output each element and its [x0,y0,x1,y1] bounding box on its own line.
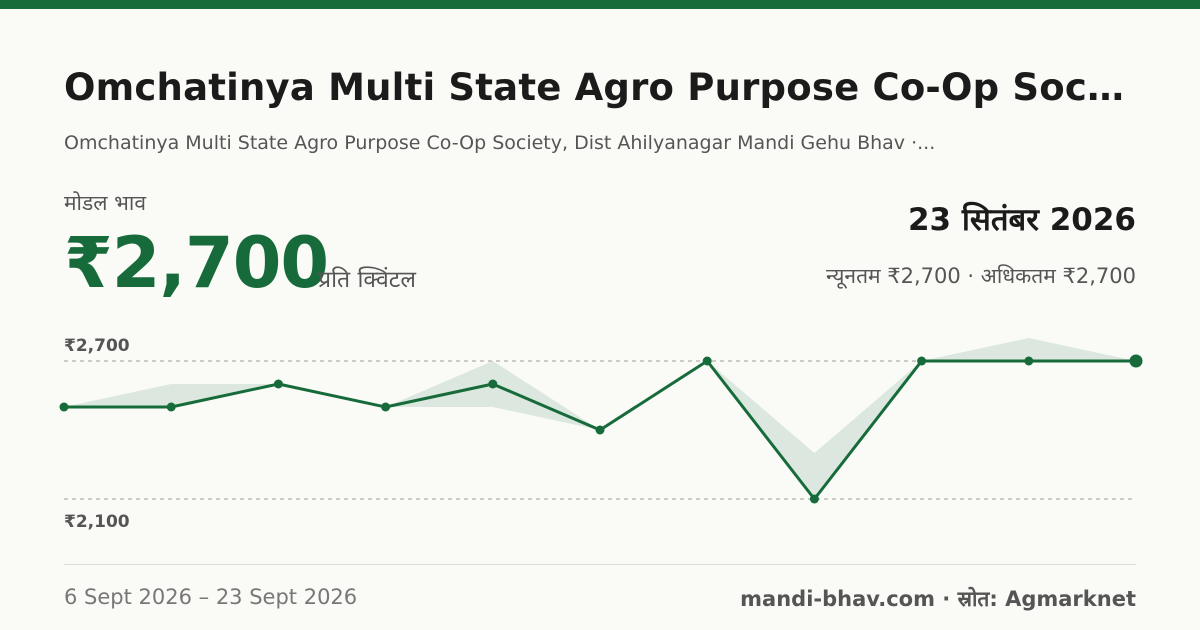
data-point [166,402,176,412]
data-point [917,356,927,366]
data-point [1129,354,1143,368]
source-credit: mandi-bhav.com · स्रोत: Agmarknet [740,587,1136,611]
price-points [59,354,1143,504]
modal-price-label: मोडल भाव [64,191,147,215]
price-trend-chart: ₹2,700 ₹2,100 [59,336,1143,532]
data-point [59,402,69,412]
y-tick-label-bottom: ₹2,100 [64,512,130,532]
price-unit: प्रति क्विंटल [318,267,416,293]
data-point [273,379,283,389]
page-title: Omchatinya Multi State Agro Purpose Co-O… [64,66,1136,109]
footer-divider [64,564,1136,565]
min-max-band [64,338,1136,499]
data-point [702,356,712,366]
data-point [381,402,391,412]
modal-price-value: ₹2,700 [64,222,329,304]
latest-date: 23 सितंबर 2026 [907,202,1136,238]
min-max-summary: न्यूनतम ₹2,700 · अधिकतम ₹2,700 [826,264,1136,288]
top-accent-bar [0,0,1200,9]
data-point [809,494,819,504]
data-point [595,425,605,435]
page-subtitle: Omchatinya Multi State Agro Purpose Co-O… [64,132,936,154]
data-point [1024,356,1034,366]
y-tick-label-top: ₹2,700 [64,336,130,356]
date-range: 6 Sept 2026 – 23 Sept 2026 [64,585,358,609]
data-point [488,379,498,389]
